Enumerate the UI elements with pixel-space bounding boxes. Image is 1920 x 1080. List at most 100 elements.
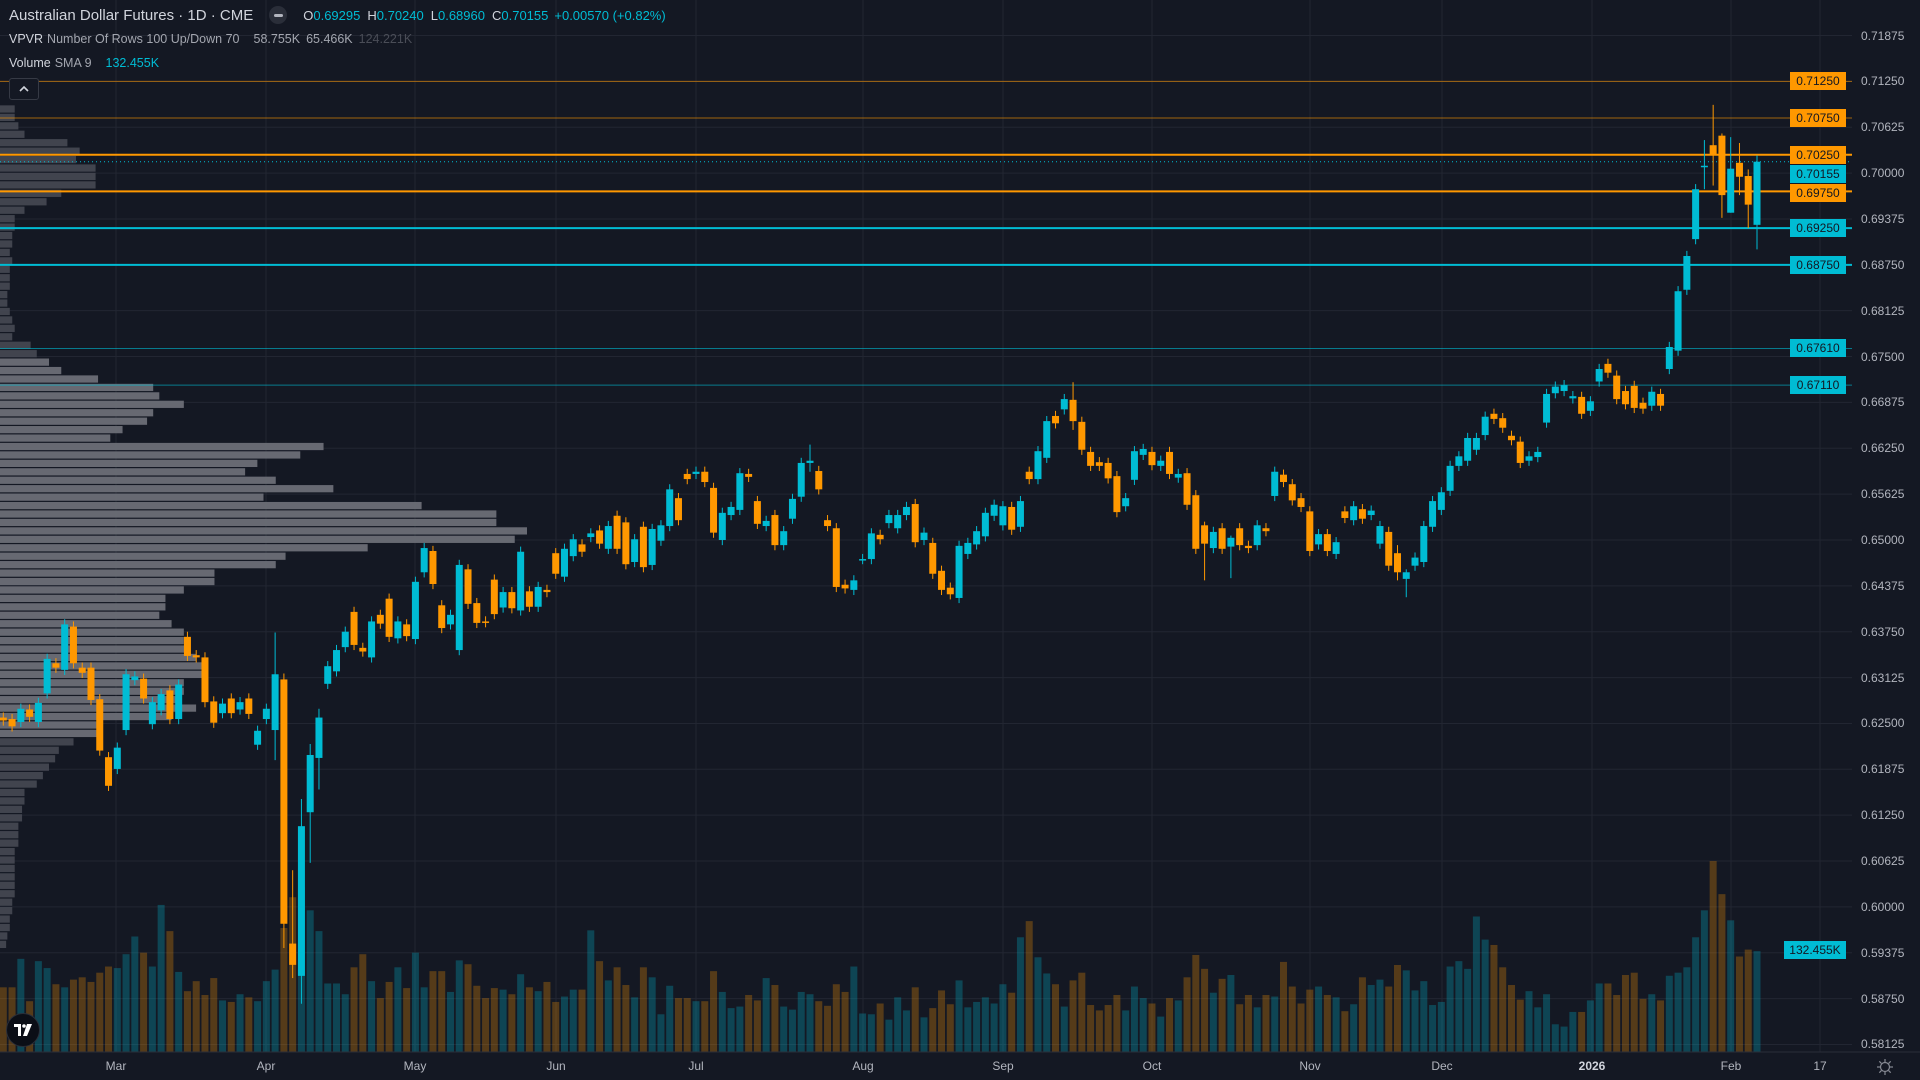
volume-bar bbox=[1525, 991, 1533, 1052]
candle-body bbox=[1674, 291, 1682, 351]
candle bbox=[403, 619, 411, 642]
candle bbox=[473, 597, 481, 629]
volume-bar bbox=[973, 1001, 981, 1052]
volume-bar bbox=[1315, 986, 1323, 1052]
candle-body bbox=[1130, 451, 1138, 480]
candle-body bbox=[183, 636, 191, 656]
volume-bar bbox=[1332, 997, 1340, 1052]
volume-legend[interactable]: Volume SMA 9 132.455K bbox=[9, 56, 159, 70]
volume-profile-row bbox=[0, 603, 166, 611]
candle-body bbox=[26, 709, 34, 717]
volume-profile-row bbox=[0, 510, 497, 518]
candle-body bbox=[745, 473, 753, 477]
candle bbox=[394, 616, 402, 644]
vpvr-name[interactable]: VPVR bbox=[9, 32, 44, 46]
time-tick-label: Dec bbox=[1431, 1059, 1453, 1073]
volume-bar bbox=[1113, 995, 1121, 1052]
vpvr-legend[interactable]: VPVR Number Of Rows 100 Up/Down 70 58.75… bbox=[9, 32, 412, 46]
candle-body bbox=[131, 676, 139, 681]
candle bbox=[1236, 523, 1244, 551]
candle-body bbox=[438, 605, 446, 629]
candle-body bbox=[455, 564, 463, 651]
volume-bar bbox=[1288, 986, 1296, 1052]
candle-body bbox=[1148, 451, 1156, 466]
candle-body bbox=[113, 747, 121, 769]
candle-body bbox=[841, 584, 849, 589]
candle-body bbox=[1069, 399, 1077, 422]
settings-gear-icon[interactable] bbox=[1876, 1058, 1894, 1076]
candle-body bbox=[122, 674, 130, 731]
candle bbox=[1569, 391, 1577, 404]
candle bbox=[1016, 495, 1024, 532]
candle-body bbox=[587, 533, 595, 538]
candle-body bbox=[8, 719, 16, 727]
candle bbox=[61, 619, 69, 676]
volume-profile-row bbox=[0, 442, 324, 451]
volume-profile-row bbox=[0, 476, 276, 484]
volume-bar bbox=[1209, 992, 1217, 1052]
volume-bar bbox=[1507, 985, 1515, 1052]
candle bbox=[1218, 523, 1226, 554]
level-price-tag: 0.70750 bbox=[1790, 109, 1846, 128]
candle bbox=[297, 799, 305, 1004]
volume-bar bbox=[622, 985, 630, 1052]
candle-body bbox=[1490, 413, 1498, 419]
volume-bar bbox=[736, 1006, 744, 1052]
volume-profile-row bbox=[0, 316, 13, 324]
volume-profile-row bbox=[0, 636, 184, 645]
tradingview-logo[interactable] bbox=[6, 1013, 40, 1047]
candle bbox=[1411, 552, 1419, 571]
candle bbox=[639, 521, 647, 573]
candle bbox=[8, 713, 16, 732]
candle bbox=[1648, 386, 1656, 411]
candle-body bbox=[1437, 492, 1445, 510]
candle-body bbox=[867, 533, 875, 560]
volume-bar bbox=[1639, 998, 1647, 1052]
candle bbox=[26, 704, 34, 722]
hide-legend-button[interactable] bbox=[269, 6, 288, 24]
price-tick-label: 0.64375 bbox=[1861, 578, 1905, 593]
candle-body bbox=[596, 530, 604, 544]
candle bbox=[1104, 457, 1112, 484]
volume-profile-row bbox=[0, 788, 25, 797]
candle-body bbox=[1297, 498, 1305, 507]
candle-body bbox=[411, 581, 419, 640]
volume-name[interactable]: Volume bbox=[9, 56, 51, 70]
candle-body bbox=[201, 657, 209, 703]
candle bbox=[1358, 504, 1366, 524]
candle-body bbox=[622, 522, 630, 565]
volume-bar bbox=[1271, 996, 1279, 1052]
horizontal-levels[interactable] bbox=[0, 80, 1852, 386]
volume-bar bbox=[17, 958, 25, 1052]
candle-body bbox=[0, 717, 7, 721]
volume-bar bbox=[210, 978, 218, 1052]
candle-body bbox=[1262, 528, 1270, 532]
close-label: C bbox=[491, 7, 502, 23]
volume-bar bbox=[1148, 1003, 1156, 1052]
collapse-legend-button[interactable] bbox=[9, 78, 39, 100]
candle bbox=[1139, 443, 1147, 461]
candle-body bbox=[105, 757, 113, 786]
candle-body bbox=[289, 943, 297, 965]
candle-body bbox=[446, 614, 454, 625]
symbol-title[interactable]: Australian Dollar Futures · 1D · CME bbox=[9, 6, 254, 24]
price-tick-label: 0.70000 bbox=[1861, 166, 1905, 181]
candle-body bbox=[1122, 498, 1130, 507]
candle bbox=[1350, 501, 1358, 526]
candle bbox=[885, 509, 893, 529]
candle bbox=[1376, 520, 1384, 549]
volume-bar bbox=[1674, 972, 1682, 1052]
candle-body bbox=[1367, 510, 1375, 516]
volume-bar bbox=[1551, 1024, 1559, 1052]
candle bbox=[1201, 521, 1209, 581]
candle bbox=[780, 526, 788, 551]
price-tick-label: 0.67500 bbox=[1861, 349, 1905, 364]
candle bbox=[499, 586, 507, 613]
candle-body bbox=[403, 624, 411, 637]
candle-body bbox=[1700, 165, 1708, 168]
candle-body bbox=[674, 498, 682, 521]
volume-bar bbox=[631, 997, 639, 1052]
candle bbox=[1008, 501, 1016, 535]
candle bbox=[1095, 457, 1103, 472]
